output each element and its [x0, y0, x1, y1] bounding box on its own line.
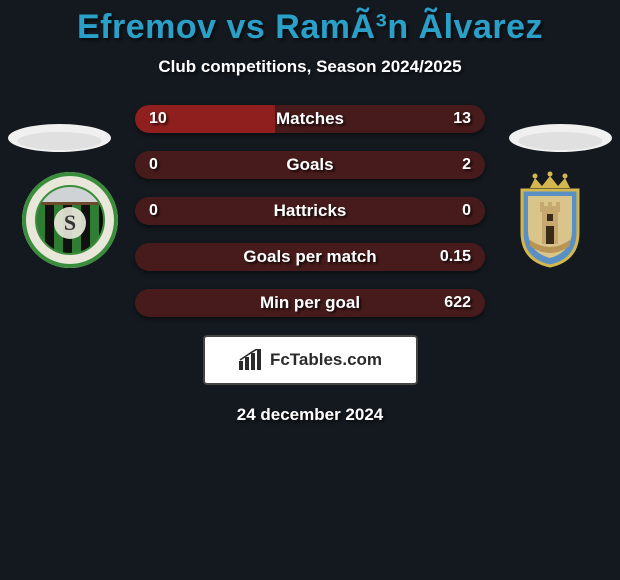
player1-name: Efremov [77, 8, 217, 46]
stat-label: Goals per match [135, 243, 485, 271]
player2-name: RamÃ³n Ãlvarez [275, 8, 543, 46]
stat-row: 0.15Goals per match [135, 243, 485, 271]
comparison-infographic: Efremov vs RamÃ³n Ãlvarez Club competiti… [0, 0, 620, 580]
page-title: Efremov vs RamÃ³n Ãlvarez [0, 0, 620, 47]
title-vs: vs [217, 8, 276, 46]
stat-row: 00Hattricks [135, 197, 485, 225]
subtitle: Club competitions, Season 2024/2025 [0, 57, 620, 77]
bar-chart-icon [238, 349, 264, 371]
source-logo-text: FcTables.com [270, 350, 382, 370]
stats-area: 1013Matches 02Goals 00Hattricks 0.15Goals p… [0, 105, 620, 317]
stat-row: 622Min per goal [135, 289, 485, 317]
stat-label: Matches [135, 105, 485, 133]
stat-row: 02Goals [135, 151, 485, 179]
source-logo-box: FcTables.com [203, 335, 418, 385]
stat-row: 1013Matches [135, 105, 485, 133]
stat-label: Min per goal [135, 289, 485, 317]
generation-date: 24 december 2024 [0, 405, 620, 425]
stat-label: Goals [135, 151, 485, 179]
stat-label: Hattricks [135, 197, 485, 225]
